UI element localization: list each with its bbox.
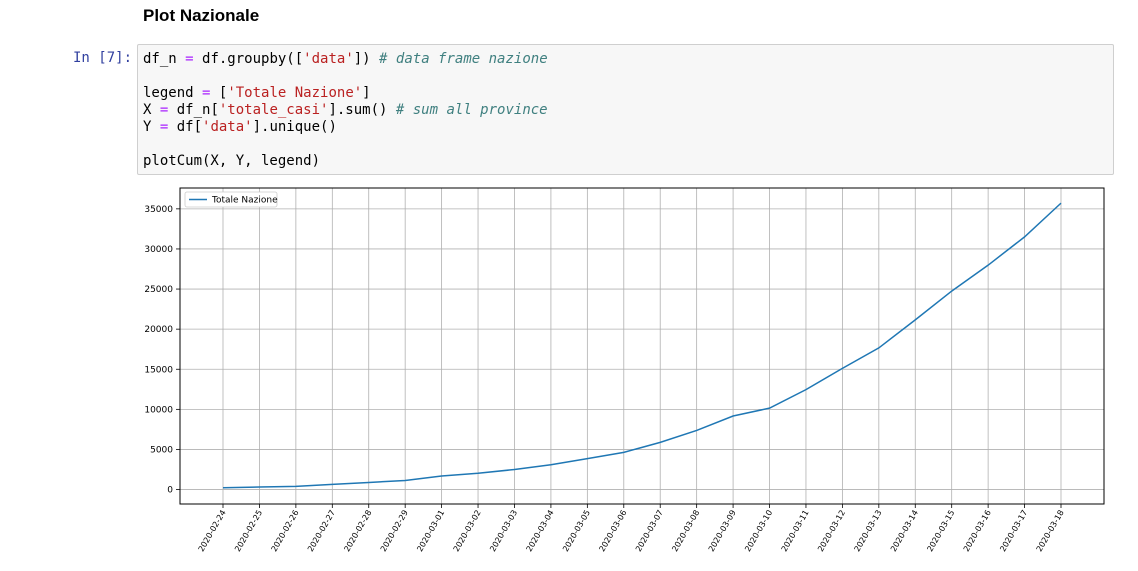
y-tick-label: 20000 (144, 325, 173, 335)
y-tick-label: 0 (167, 486, 173, 496)
code-token: plotCum(X, Y, legend) (143, 153, 321, 169)
x-tick-label: 2020-02-25 (233, 509, 264, 554)
x-tick-label: 2020-03-05 (561, 509, 592, 554)
x-tick-label: 2020-02-28 (342, 509, 373, 554)
code-line: Y = df['data'].unique() (143, 119, 548, 136)
y-tick-label: 30000 (144, 245, 173, 255)
code-token: X (143, 102, 160, 118)
x-tick-label: 2020-03-16 (962, 509, 993, 554)
code-token: ].sum() (328, 102, 396, 118)
code-operator: = (159, 119, 169, 135)
code-token: df.groupby([ (193, 51, 304, 67)
x-tick-label: 2020-03-10 (743, 509, 774, 554)
plot-frame (179, 187, 1105, 505)
code-cell[interactable]: df_n = df.groupby(['data']) # data frame… (137, 44, 1114, 175)
x-tick-label: 2020-03-12 (816, 509, 847, 554)
y-tick-label: 5000 (150, 445, 173, 455)
x-tick-label: 2020-02-26 (270, 509, 301, 554)
code-token: [ (210, 85, 228, 101)
code-line: plotCum(X, Y, legend) (143, 153, 548, 170)
y-tick-label: 15000 (144, 365, 173, 375)
code-token: ]) (353, 51, 380, 67)
code-token: legend (143, 85, 203, 101)
x-tick-label: 2020-03-15 (925, 509, 956, 554)
code-line: df_n = df.groupby(['data']) # data frame… (143, 51, 548, 68)
legend-box (184, 191, 278, 208)
y-tick-label: 25000 (144, 285, 173, 295)
x-tick-label: 2020-03-02 (452, 509, 483, 554)
code-line: legend = ['Totale Nazione'] (143, 85, 548, 102)
series-line (222, 202, 1062, 489)
x-tick-label: 2020-03-13 (853, 509, 884, 554)
x-tick-label: 2020-03-07 (634, 509, 665, 554)
grid (180, 188, 1104, 504)
cell-output: 0 5000 10000 15000 20000 25000 30000 35000 2020… (137, 182, 1117, 571)
code-operator: = (159, 102, 169, 118)
y-tick-label: 35000 (144, 205, 173, 215)
y-tick-label: 10000 (144, 405, 173, 415)
line-chart: 0 5000 10000 15000 20000 25000 30000 35000 2020… (144, 187, 1105, 553)
section-heading: Plot Nazionale (143, 6, 260, 25)
x-tick-label: 2020-03-09 (707, 509, 738, 554)
legend-label: Totale Nazione (211, 196, 278, 206)
code-line (143, 136, 548, 153)
code-operator: = (185, 51, 194, 67)
x-tick-label: 2020-02-29 (379, 509, 410, 554)
code-string: 'data' (303, 51, 354, 67)
series-lines (222, 202, 1062, 489)
code-operator: = (202, 85, 211, 101)
code-string: 'data' (202, 119, 253, 135)
x-tick-label: 2020-03-01 (415, 509, 446, 554)
x-tick-label: 2020-02-27 (306, 509, 337, 554)
code-token: df_n (143, 51, 186, 67)
code-token: df_n[ (168, 102, 219, 118)
x-tick-label: 2020-03-04 (525, 509, 556, 554)
code-token: ] (362, 85, 371, 101)
x-tick-label: 2020-03-18 (1035, 509, 1066, 554)
code-line (143, 68, 548, 85)
x-tick-label: 2020-03-17 (998, 509, 1029, 554)
x-tick-label: 2020-03-14 (889, 509, 920, 554)
code-comment: # data frame nazione (379, 51, 548, 67)
x-tick-label: 2020-03-08 (670, 509, 701, 554)
x-tick-label: 2020-03-11 (780, 509, 811, 554)
code-token: df[ (168, 119, 203, 135)
cell-prompt: In [7]: (73, 50, 133, 66)
x-tick-label: 2020-03-06 (597, 509, 628, 554)
code-line: X = df_n['totale_casi'].sum() # sum all … (143, 102, 548, 119)
code-token: ].unique() (252, 119, 337, 135)
code-editor[interactable]: df_n = df.groupby(['data']) # data frame… (143, 51, 548, 170)
y-axis: 0 5000 10000 15000 20000 25000 30000 35000 (144, 205, 180, 496)
code-string: 'Totale Nazione' (227, 85, 363, 101)
legend: Totale Nazione (184, 191, 278, 208)
x-tick-label: 2020-03-03 (488, 509, 519, 554)
code-comment: # sum all province (395, 102, 548, 118)
code-string: 'totale_casi' (218, 102, 329, 118)
code-token: Y (143, 119, 160, 135)
x-axis: 2020-02-24 2020-02-25 2020-02-26 2020-02-27… (197, 504, 1066, 553)
x-tick-label: 2020-02-24 (197, 509, 228, 554)
